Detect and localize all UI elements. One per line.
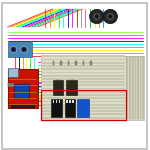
Bar bbox=[8, 83, 14, 87]
Bar bbox=[72, 100, 74, 103]
Bar bbox=[41, 97, 125, 99]
Bar bbox=[66, 100, 68, 103]
Bar bbox=[41, 91, 125, 93]
Bar bbox=[40, 56, 126, 120]
Bar bbox=[69, 100, 71, 103]
Bar bbox=[41, 110, 125, 112]
Bar bbox=[41, 104, 125, 106]
Circle shape bbox=[22, 48, 26, 51]
Circle shape bbox=[12, 48, 15, 51]
Bar bbox=[130, 56, 131, 119]
Bar bbox=[133, 56, 134, 119]
Circle shape bbox=[103, 9, 117, 24]
Bar bbox=[66, 80, 76, 94]
Circle shape bbox=[21, 46, 27, 53]
Bar bbox=[14, 84, 28, 98]
Bar bbox=[8, 68, 18, 76]
Bar bbox=[41, 117, 125, 118]
Bar bbox=[41, 55, 125, 57]
Bar bbox=[8, 69, 38, 108]
Bar bbox=[127, 56, 128, 119]
Bar bbox=[41, 107, 125, 109]
Bar bbox=[126, 56, 144, 120]
Bar bbox=[143, 56, 144, 119]
Bar bbox=[52, 100, 54, 103]
Bar bbox=[140, 56, 141, 119]
Bar bbox=[41, 94, 125, 96]
Bar bbox=[52, 80, 63, 94]
Bar bbox=[41, 72, 125, 73]
Bar bbox=[68, 61, 69, 64]
Bar bbox=[142, 56, 143, 119]
Circle shape bbox=[95, 15, 99, 18]
Bar bbox=[41, 59, 125, 60]
Bar bbox=[41, 100, 125, 102]
Bar bbox=[129, 56, 130, 119]
Circle shape bbox=[10, 46, 17, 53]
Bar bbox=[41, 62, 125, 64]
Bar bbox=[41, 75, 125, 76]
Bar bbox=[41, 78, 125, 80]
Bar bbox=[60, 61, 62, 64]
Bar bbox=[40, 90, 126, 120]
Bar bbox=[75, 61, 77, 64]
Circle shape bbox=[106, 13, 114, 20]
Circle shape bbox=[108, 15, 112, 18]
Bar bbox=[41, 84, 125, 86]
Bar bbox=[8, 42, 31, 57]
Bar bbox=[58, 100, 60, 103]
Bar bbox=[41, 113, 125, 115]
Bar bbox=[128, 56, 129, 119]
Bar bbox=[132, 56, 133, 119]
Bar bbox=[64, 99, 75, 117]
Bar bbox=[51, 99, 62, 117]
Bar bbox=[82, 61, 84, 64]
Circle shape bbox=[93, 13, 101, 20]
Bar bbox=[137, 56, 138, 119]
Bar bbox=[52, 61, 54, 64]
Bar bbox=[41, 65, 125, 67]
Bar bbox=[138, 56, 139, 119]
Circle shape bbox=[90, 9, 104, 24]
Bar bbox=[41, 88, 125, 89]
Bar bbox=[90, 61, 92, 64]
Bar bbox=[41, 68, 125, 70]
Bar bbox=[76, 99, 88, 117]
Bar bbox=[135, 56, 136, 119]
Bar bbox=[56, 100, 57, 103]
Bar bbox=[41, 81, 125, 83]
Bar bbox=[11, 105, 34, 108]
